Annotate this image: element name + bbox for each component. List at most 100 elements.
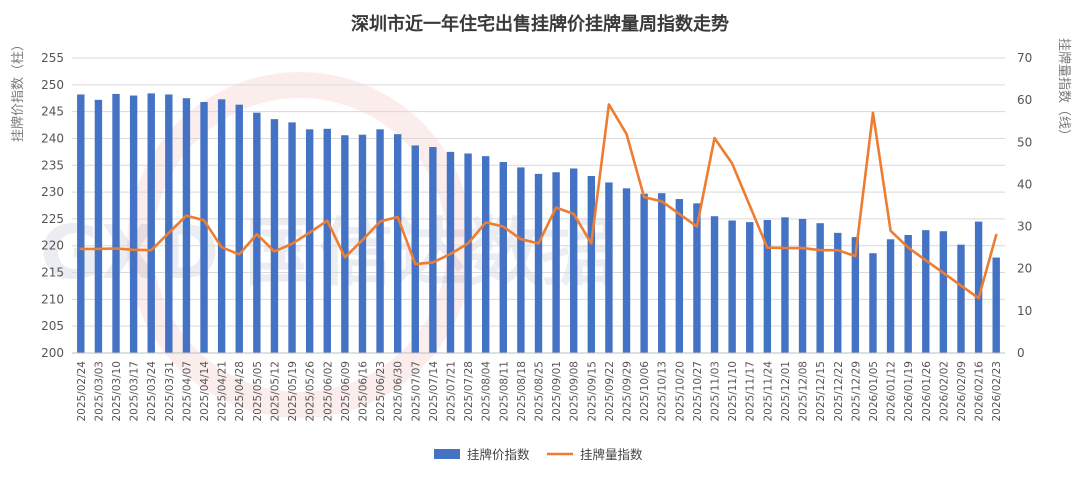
bar [622,188,631,353]
x-tick-label: 2025/11/24 [762,361,774,422]
bar [235,104,243,353]
bar [781,217,789,353]
y-left-tick-label: 255 [41,51,64,65]
legend-swatch-bar [434,449,460,459]
x-tick-label: 2026/01/26 [921,361,933,422]
bar [658,193,666,353]
x-tick-label: 2025/05/19 [287,361,299,422]
x-tick-label: 2025/06/16 [357,361,369,422]
bar [851,237,860,353]
bar [869,253,877,353]
y-left-tick-label: 225 [41,212,64,226]
y-left-tick-label: 205 [41,319,64,333]
x-tick-label: 2025/03/17 [129,361,141,422]
bar [816,223,824,353]
x-tick-label: 2025/03/10 [111,361,123,422]
bar [323,128,331,353]
x-tick-label: 2025/08/18 [516,361,528,422]
x-tick-label: 2025/12/29 [850,361,862,422]
x-tick-label: 2025/06/23 [375,361,387,422]
x-tick-label: 2025/10/13 [657,361,669,422]
bar [587,176,596,353]
bar-series [77,93,1000,354]
x-tick-label: 2025/03/03 [93,361,105,422]
bar [112,93,120,353]
bar [358,134,367,353]
bar [675,199,684,353]
bar [376,129,384,353]
x-tick-label: 2025/11/17 [745,361,757,422]
x-tick-label: 2026/01/05 [868,361,880,422]
bar [217,99,226,353]
line-series [79,103,998,300]
x-tick-label: 2025/04/28 [234,361,246,422]
bar [429,147,437,353]
bar [710,216,719,353]
bar [517,167,525,353]
x-tick-label: 2025/08/25 [534,361,546,422]
x-tick-label: 2025/09/08 [569,361,581,422]
legend: 挂牌价指数 挂牌量指数 [434,447,643,462]
x-tick-label: 2026/01/19 [903,361,915,422]
x-tick-label: 2025/04/14 [199,361,211,422]
x-tick-label: 2025/10/27 [692,361,704,422]
y-right-tick-label: 0 [1017,346,1025,360]
chart-title: 深圳市近一年住宅出售挂牌价挂牌量周指数走势 [351,13,729,35]
x-tick-label: 2025/10/06 [639,361,651,422]
x-tick-label: 2025/11/10 [727,361,739,422]
bar [763,219,772,353]
x-tick-label: 2025/04/21 [217,361,229,422]
x-tick-label: 2026/02/09 [956,361,968,422]
y-left-tick-label: 220 [41,239,64,253]
y-right-tick-label: 10 [1017,304,1032,318]
y-axis-right-title: 挂牌量指数（线） [1056,38,1072,142]
x-tick-label: 2025/09/22 [604,361,616,422]
y-right-tick-label: 20 [1017,262,1032,276]
x-tick-label: 2026/02/02 [938,361,950,422]
x-tick-label: 2025/08/04 [481,361,493,422]
x-tick-label: 2025/12/01 [780,361,792,422]
x-tick-label: 2025/06/09 [340,361,352,422]
x-tick-label: 2025/09/01 [551,361,563,422]
y-right-tick-label: 70 [1017,51,1032,65]
bar [746,222,754,353]
x-tick-label: 2025/06/30 [393,361,405,422]
bar [165,94,173,354]
bar [77,94,85,354]
bar [570,168,578,353]
bar [182,98,191,354]
legend-label-line: 挂牌量指数 [580,447,643,462]
x-tick-label: 2025/12/15 [815,361,827,422]
bar [200,101,208,354]
bar [305,129,314,353]
x-tick-label: 2025/04/07 [181,361,193,422]
bar [341,135,349,353]
series-line [79,103,998,300]
bar [481,156,490,353]
bar [605,182,613,353]
x-tick-label: 2025/02/24 [76,361,88,422]
bar [693,203,701,353]
x-tick-label: 2025/07/28 [463,361,475,422]
x-tick-label: 2025/05/05 [252,361,264,422]
y-left-tick-label: 250 [41,78,64,92]
x-tick-label: 2026/02/23 [991,361,1003,422]
bar [411,145,419,353]
bar [147,93,155,354]
bar [499,162,507,353]
x-tick-label: 2025/09/29 [622,361,634,422]
y-right-tick-label: 60 [1017,93,1032,107]
bar [886,239,895,353]
x-tick-label: 2025/03/24 [146,361,158,422]
x-tick-label: 2025/06/02 [322,361,334,422]
bar [904,235,912,353]
bar [288,122,296,353]
bar [798,218,807,353]
bar [534,173,543,353]
bar [957,244,965,353]
x-tick-label: 2025/03/31 [164,361,176,422]
x-tick-label: 2025/12/08 [798,361,810,422]
x-tick-label: 2025/07/21 [445,361,457,422]
